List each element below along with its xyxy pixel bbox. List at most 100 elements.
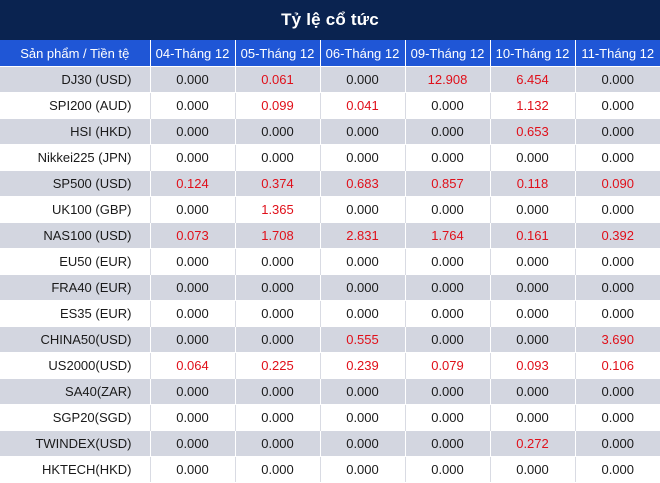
- dividend-value-cell: 12.908: [405, 66, 491, 93]
- dividend-value-cell: 0.000: [575, 66, 660, 93]
- dividend-value-cell: 0.000: [575, 274, 660, 301]
- dividend-value-cell: 0.225: [235, 352, 321, 379]
- product-cell: CHINA50(USD): [0, 326, 151, 353]
- dividend-value-cell: 0.000: [575, 430, 660, 457]
- dividend-value-cell: 3.690: [575, 326, 660, 353]
- dividend-value-cell: 0.239: [320, 352, 406, 379]
- table-row: ES35 (EUR) 0.000 0.000 0.000 0.000 0.000 0.000: [0, 300, 660, 327]
- dividend-value-cell: 0.000: [150, 144, 236, 171]
- dividend-value-cell: 1.708: [235, 222, 321, 249]
- dividend-value-cell: 0.000: [405, 274, 491, 301]
- dividend-value-cell: 0.161: [490, 222, 576, 249]
- dividend-value-cell: 1.764: [405, 222, 491, 249]
- dividend-value-cell: 0.000: [490, 456, 576, 482]
- dividend-value-cell: 0.000: [405, 92, 491, 119]
- dividend-value-cell: 0.000: [150, 300, 236, 327]
- dividend-table: Sản phẩm / Tiền tệ 04-Tháng 12 05-Tháng …: [0, 40, 660, 482]
- table-row: SA40(ZAR) 0.000 0.000 0.000 0.000 0.000 0.000: [0, 378, 660, 405]
- header-row: Sản phẩm / Tiền tệ 04-Tháng 12 05-Tháng …: [0, 40, 660, 67]
- dividend-value-cell: 0.000: [405, 248, 491, 275]
- dividend-value-cell: 0.000: [320, 456, 406, 482]
- header-date: 11-Tháng 12: [575, 40, 660, 67]
- dividend-value-cell: 0.000: [235, 378, 321, 405]
- dividend-value-cell: 0.000: [235, 144, 321, 171]
- dividend-value-cell: 0.000: [575, 92, 660, 119]
- dividend-value-cell: 0.000: [320, 118, 406, 145]
- product-cell: FRA40 (EUR): [0, 274, 151, 301]
- dividend-value-cell: 0.000: [405, 196, 491, 223]
- product-cell: SP500 (USD): [0, 170, 151, 197]
- dividend-value-cell: 0.000: [575, 300, 660, 327]
- dividend-value-cell: 0.000: [490, 196, 576, 223]
- dividend-value-cell: 0.000: [235, 404, 321, 431]
- table-row: SP500 (USD) 0.124 0.374 0.683 0.857 0.118 0.09…: [0, 170, 660, 197]
- dividend-value-cell: 0.392: [575, 222, 660, 249]
- dividend-value-cell: 0.000: [320, 144, 406, 171]
- header-product: Sản phẩm / Tiền tệ: [0, 40, 151, 67]
- dividend-value-cell: 0.000: [405, 404, 491, 431]
- dividend-value-cell: 0.272: [490, 430, 576, 457]
- product-cell: SA40(ZAR): [0, 378, 151, 405]
- dividend-value-cell: 0.124: [150, 170, 236, 197]
- product-cell: NAS100 (USD): [0, 222, 151, 249]
- dividend-value-cell: 0.000: [405, 118, 491, 145]
- dividend-value-cell: 0.061: [235, 66, 321, 93]
- dividend-value-cell: 0.000: [150, 456, 236, 482]
- dividend-value-cell: 0.000: [575, 118, 660, 145]
- dividend-value-cell: 0.000: [575, 144, 660, 171]
- dividend-value-cell: 0.000: [405, 144, 491, 171]
- dividend-value-cell: 0.064: [150, 352, 236, 379]
- dividend-value-cell: 0.000: [150, 196, 236, 223]
- dividend-value-cell: 0.000: [150, 66, 236, 93]
- header-date: 06-Tháng 12: [320, 40, 406, 67]
- dividend-value-cell: 0.000: [150, 404, 236, 431]
- dividend-value-cell: 0.079: [405, 352, 491, 379]
- dividend-value-cell: 1.132: [490, 92, 576, 119]
- dividend-value-cell: 0.000: [320, 300, 406, 327]
- table-row: Nikkei225 (JPN) 0.000 0.000 0.000 0.000 0.000…: [0, 144, 660, 171]
- dividend-value-cell: 0.683: [320, 170, 406, 197]
- dividend-value-cell: 2.831: [320, 222, 406, 249]
- table-body: DJ30 (USD) 0.000 0.061 0.000 12.908 6.454 0.00…: [0, 66, 660, 482]
- product-cell: ES35 (EUR): [0, 300, 151, 327]
- dividend-value-cell: 0.374: [235, 170, 321, 197]
- product-cell: EU50 (EUR): [0, 248, 151, 275]
- dividend-value-cell: 0.000: [320, 248, 406, 275]
- dividend-value-cell: 0.000: [150, 378, 236, 405]
- dividend-value-cell: 0.000: [235, 456, 321, 482]
- header-date: 09-Tháng 12: [405, 40, 491, 67]
- dividend-value-cell: 0.106: [575, 352, 660, 379]
- dividend-value-cell: 0.000: [490, 404, 576, 431]
- product-cell: US2000(USD): [0, 352, 151, 379]
- dividend-value-cell: 0.000: [490, 144, 576, 171]
- dividend-value-cell: 0.000: [235, 118, 321, 145]
- dividend-value-cell: 1.365: [235, 196, 321, 223]
- table-row: EU50 (EUR) 0.000 0.000 0.000 0.000 0.000 0.000: [0, 248, 660, 275]
- dividend-value-cell: 0.000: [235, 300, 321, 327]
- dividend-value-cell: 0.000: [490, 274, 576, 301]
- product-cell: HKTECH(HKD): [0, 456, 151, 482]
- table-row: HKTECH(HKD) 0.000 0.000 0.000 0.000 0.000 0.00…: [0, 456, 660, 482]
- product-cell: Nikkei225 (JPN): [0, 144, 151, 171]
- table-row: SGP20(SGD) 0.000 0.000 0.000 0.000 0.000 0.000: [0, 404, 660, 431]
- table-row: DJ30 (USD) 0.000 0.061 0.000 12.908 6.454 0.00…: [0, 66, 660, 93]
- dividend-value-cell: 0.653: [490, 118, 576, 145]
- table-row: US2000(USD) 0.064 0.225 0.239 0.079 0.093 0.10…: [0, 352, 660, 379]
- dividend-value-cell: 0.099: [235, 92, 321, 119]
- product-cell: HSI (HKD): [0, 118, 151, 145]
- dividend-value-cell: 0.000: [320, 378, 406, 405]
- table-row: NAS100 (USD) 0.073 1.708 2.831 1.764 0.161 0.3…: [0, 222, 660, 249]
- dividend-value-cell: 0.073: [150, 222, 236, 249]
- dividend-value-cell: 0.000: [575, 196, 660, 223]
- product-cell: UK100 (GBP): [0, 196, 151, 223]
- dividend-value-cell: 0.000: [575, 404, 660, 431]
- dividend-value-cell: 0.857: [405, 170, 491, 197]
- dividend-value-cell: 0.093: [490, 352, 576, 379]
- table-row: FRA40 (EUR) 0.000 0.000 0.000 0.000 0.000 0.00…: [0, 274, 660, 301]
- dividend-value-cell: 0.000: [150, 274, 236, 301]
- dividend-value-cell: 0.000: [490, 326, 576, 353]
- dividend-value-cell: 0.000: [150, 118, 236, 145]
- dividend-value-cell: 0.118: [490, 170, 576, 197]
- dividend-value-cell: 0.000: [320, 196, 406, 223]
- dividend-value-cell: 0.000: [320, 66, 406, 93]
